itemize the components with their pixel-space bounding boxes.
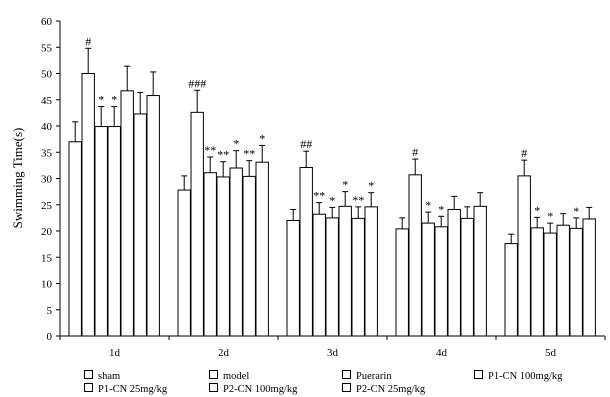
significance-mark: ** <box>352 193 364 207</box>
bar <box>338 205 352 337</box>
bar <box>447 208 461 337</box>
bar <box>421 222 435 337</box>
x-tick-label: 5d <box>545 347 557 359</box>
legend-swatch <box>84 383 93 392</box>
significance-mark: * <box>342 178 348 192</box>
significance-mark: * <box>547 209 553 223</box>
bar <box>312 213 326 337</box>
x-tick-label: 2d <box>218 347 230 359</box>
legend-label: sham <box>98 371 121 382</box>
significance-mark: # <box>412 145 418 159</box>
x-tick-label: 4d <box>436 347 448 359</box>
bar <box>364 206 378 337</box>
significance-mark: ### <box>188 76 206 90</box>
bar <box>325 217 339 337</box>
bar <box>203 172 217 337</box>
bar <box>299 166 313 337</box>
legend-item: P2-CN 100mg/kg <box>209 383 297 396</box>
bar <box>543 232 557 337</box>
bar <box>94 126 108 337</box>
legend-label: P2-CN 25mg/kg <box>356 384 426 395</box>
y-tick-label: 45 <box>41 95 53 107</box>
bar <box>408 174 422 337</box>
y-tick-label: 35 <box>41 147 53 159</box>
significance-mark: * <box>534 203 540 217</box>
bar <box>177 189 191 337</box>
bar <box>107 126 121 337</box>
y-tick-label: 5 <box>47 305 53 317</box>
legend: sham model Puerarin P1-CN 100mg/kg P1-CN 25m… <box>84 370 604 397</box>
y-tick-label: 30 <box>41 174 53 186</box>
y-tick-label: 60 <box>41 16 53 28</box>
legend-swatch <box>84 370 93 379</box>
bar <box>530 227 544 337</box>
y-tick-label: 40 <box>41 121 53 133</box>
legend-swatch <box>474 370 483 379</box>
legend-label: P2-CN 100mg/kg <box>223 384 298 395</box>
significance-mark: * <box>233 137 239 151</box>
bar <box>434 226 448 337</box>
legend-swatch <box>209 383 218 392</box>
legend-item: sham <box>84 370 120 383</box>
significance-mark: * <box>425 198 431 212</box>
bar <box>242 175 256 337</box>
legend-label: model <box>223 371 250 382</box>
legend-item: model <box>209 370 249 383</box>
significance-mark: ** <box>204 143 216 157</box>
bar <box>556 224 570 337</box>
legend-swatch <box>342 370 351 379</box>
bar <box>582 218 596 337</box>
legend-label: P1-CN 25mg/kg <box>98 384 168 395</box>
bar <box>473 205 487 337</box>
bar <box>286 220 300 337</box>
bar <box>255 161 269 337</box>
y-tick-label: 20 <box>41 226 53 238</box>
y-tick-label: 10 <box>41 279 53 291</box>
x-tick-label: 3d <box>327 347 339 359</box>
bar <box>133 113 147 337</box>
x-tick-label: 1d <box>109 347 121 359</box>
y-tick-label: 25 <box>41 200 53 212</box>
bar <box>68 141 82 337</box>
significance-mark: * <box>259 131 265 145</box>
bar <box>120 90 134 337</box>
bar <box>216 176 230 337</box>
bar <box>81 73 95 337</box>
bar <box>517 175 531 337</box>
significance-mark: ** <box>313 189 325 203</box>
significance-mark: # <box>521 146 527 160</box>
bar <box>351 217 365 337</box>
bar <box>569 227 583 337</box>
significance-mark: * <box>368 179 374 193</box>
legend-item: P1-CN 100mg/kg <box>474 370 562 383</box>
bar <box>229 167 243 337</box>
legend-swatch <box>209 370 218 379</box>
y-tick-label: 0 <box>47 331 53 343</box>
significance-mark: ** <box>243 147 255 161</box>
significance-mark: ** <box>217 148 229 162</box>
bar <box>146 95 160 337</box>
significance-mark: # <box>85 34 91 48</box>
significance-mark: * <box>111 93 117 107</box>
bar <box>395 228 409 337</box>
legend-item: P1-CN 25mg/kg <box>84 383 167 396</box>
y-tick-label: 50 <box>41 69 53 81</box>
legend-item: P2-CN 25mg/kg <box>342 383 425 396</box>
legend-label: Puerarin <box>356 371 392 382</box>
bar <box>190 111 204 337</box>
bar <box>504 243 518 337</box>
y-axis-title: Swimming Time(s) <box>10 128 25 229</box>
significance-mark: ## <box>300 137 312 151</box>
significance-mark: * <box>573 204 579 218</box>
significance-mark: * <box>98 93 104 107</box>
bar <box>460 217 474 337</box>
legend-item: Puerarin <box>342 370 392 383</box>
significance-mark: * <box>438 202 444 216</box>
y-tick-label: 55 <box>41 42 53 54</box>
significance-mark: * <box>329 193 335 207</box>
legend-swatch <box>342 383 351 392</box>
y-tick-label: 15 <box>41 252 53 264</box>
legend-label: P1-CN 100mg/kg <box>488 371 563 382</box>
